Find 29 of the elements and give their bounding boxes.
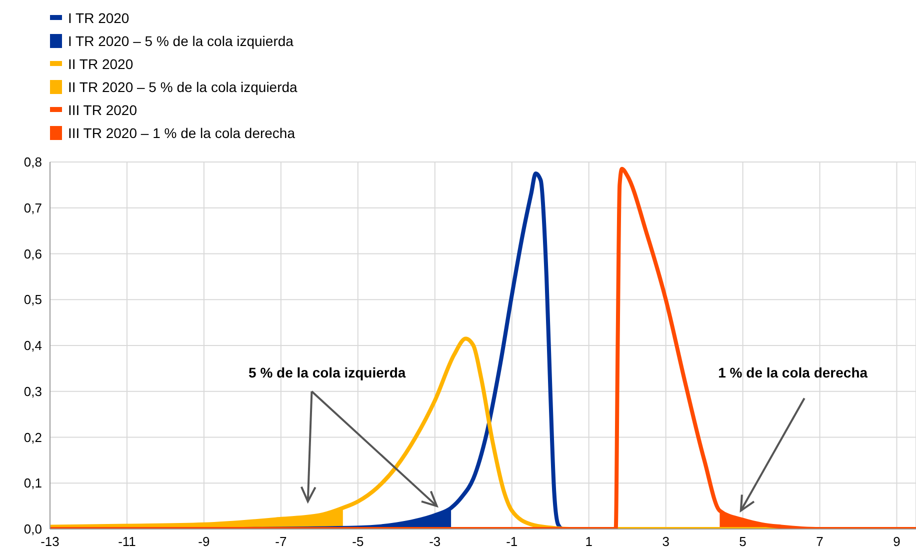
y-tick-label: 0,4 bbox=[24, 338, 42, 354]
y-tick-label: 0,5 bbox=[24, 292, 42, 308]
x-tick-label: 3 bbox=[662, 534, 670, 550]
y-tick-label: 0,1 bbox=[24, 476, 42, 491]
x-tick-label: 9 bbox=[893, 534, 900, 550]
legend-label: I TR 2020 bbox=[68, 10, 130, 26]
y-tick-label: 0,7 bbox=[24, 200, 42, 216]
legend-label: II TR 2020 – 5 % de la cola izquierda bbox=[68, 78, 298, 94]
legend-label: II TR 2020 bbox=[68, 56, 134, 72]
legend-label: III TR 2020 – 1 % de la cola derecha bbox=[68, 124, 295, 140]
x-tick-label: 7 bbox=[816, 534, 824, 550]
y-tick-label: 0,2 bbox=[24, 430, 42, 445]
legend-label: III TR 2020 bbox=[68, 102, 138, 118]
y-tick-label: 0,6 bbox=[24, 246, 42, 262]
x-tick-label: -9 bbox=[198, 534, 210, 550]
x-tick-label: -13 bbox=[40, 534, 60, 550]
annotation: 1 % de la cola derecha bbox=[718, 364, 868, 381]
x-tick-label: -7 bbox=[275, 534, 287, 550]
x-tick-label: -5 bbox=[352, 534, 364, 550]
y-tick-label: 0,8 bbox=[24, 154, 42, 170]
x-tick-label: 1 bbox=[585, 534, 592, 550]
x-tick-label: -1 bbox=[506, 534, 518, 550]
annotation: 5 % de la cola izquierda bbox=[248, 364, 406, 381]
x-tick-label: -3 bbox=[429, 534, 441, 550]
legend-label: I TR 2020 – 5 % de la cola izquierda bbox=[68, 32, 294, 48]
x-tick-label: 5 bbox=[739, 534, 746, 550]
y-tick-label: 0,3 bbox=[24, 384, 42, 399]
y-tick-label: 0,0 bbox=[24, 522, 42, 537]
x-tick-label: -11 bbox=[118, 534, 136, 550]
